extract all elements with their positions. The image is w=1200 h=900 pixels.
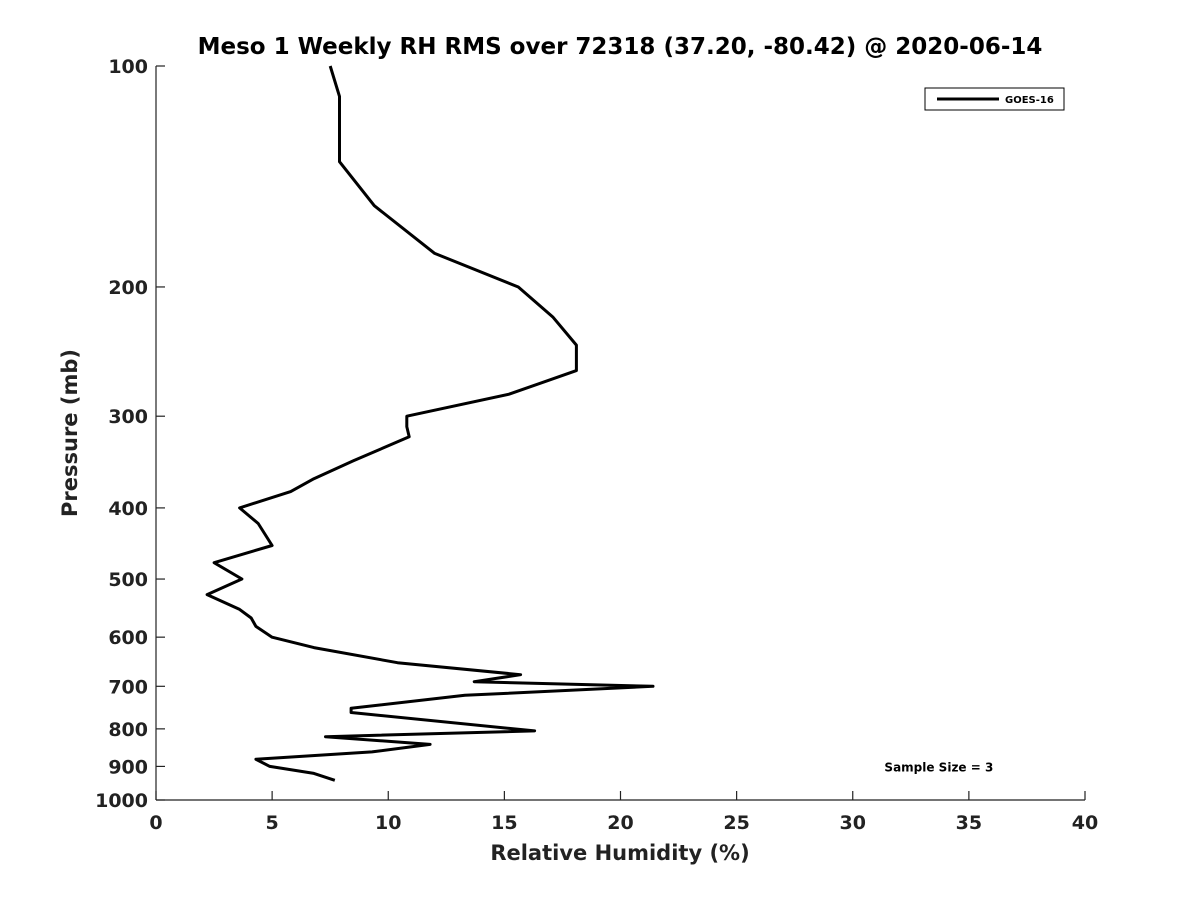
y-tick-label: 900 <box>108 756 148 778</box>
legend-entry-goes-16: GOES-16 <box>1005 95 1054 106</box>
x-axis-label: Relative Humidity (%) <box>490 841 749 865</box>
chart-title: Meso 1 Weekly RH RMS over 72318 (37.20, … <box>198 34 1043 60</box>
x-tick-label: 0 <box>149 812 162 834</box>
legend: GOES-16 <box>924 87 1065 111</box>
y-tick-label: 800 <box>108 719 148 741</box>
x-ticks: 0 5 10 15 20 25 30 35 40 <box>149 791 1098 834</box>
x-tick-label: 40 <box>1072 812 1098 834</box>
y-ticks: 100 200 300 400 500 600 700 800 900 1000 <box>95 56 165 812</box>
y-tick-label: 400 <box>108 498 148 520</box>
sample-size-annotation: Sample Size = 3 <box>884 760 993 774</box>
x-tick-label: 25 <box>723 812 749 834</box>
x-tick-label: 35 <box>956 812 982 834</box>
axes <box>155 66 1085 801</box>
series-line-goes-16 <box>205 65 655 782</box>
x-tick-label: 5 <box>266 812 279 834</box>
y-tick-label: 700 <box>108 676 148 698</box>
x-tick-label: 15 <box>491 812 517 834</box>
x-tick-label: 30 <box>840 812 866 834</box>
y-tick-label: 100 <box>108 56 148 78</box>
y-tick-label: 300 <box>108 406 148 428</box>
y-tick-label: 200 <box>108 277 148 299</box>
y-tick-label: 1000 <box>95 790 148 812</box>
x-tick-label: 20 <box>607 812 633 834</box>
y-tick-label: 600 <box>108 627 148 649</box>
y-axis-label: Pressure (mb) <box>58 349 82 517</box>
x-tick-label: 10 <box>375 812 401 834</box>
y-tick-label: 500 <box>108 569 148 591</box>
